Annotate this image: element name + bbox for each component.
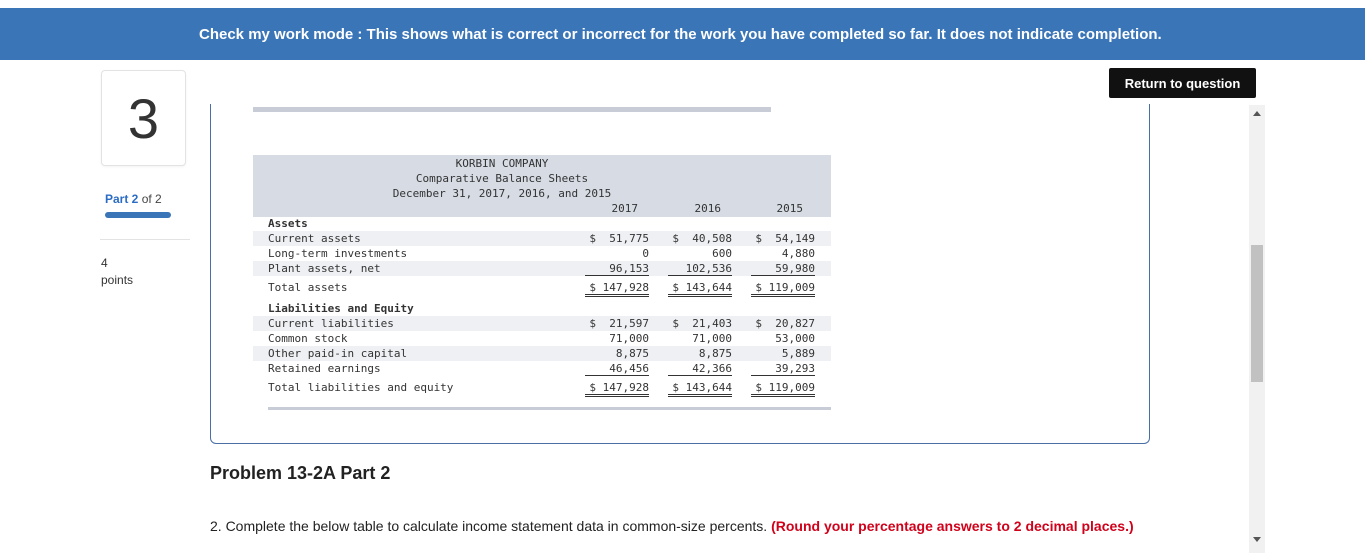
table-row: Retained earnings 46,456 42,366 39,293 [253,361,831,376]
year-header: 2015 [776,202,804,215]
table-row: Total liabilities and equity $ 147,928 $… [253,380,831,397]
table-row: Long-term investments 0 600 4,880 [253,246,831,261]
table-row: Other paid-in capital 8,875 8,875 5,889 [253,346,831,361]
cell-value: 46,456 [585,362,649,376]
problem-instruction: 2. Complete the below table to calculate… [210,517,1150,535]
table-row: Liabilities and Equity [253,301,831,316]
instruction-text: 2. Complete the below table to calculate… [210,518,768,534]
part-of: of 2 [141,192,162,206]
row-label: Total liabilities and equity [268,381,454,394]
cell-value: $ 119,009 [751,381,815,397]
table-row: Total assets $ 147,928 $ 143,644 $ 119,0… [253,280,831,297]
points-label: points [101,273,134,287]
table-bottom-rule [268,407,831,410]
cell-value: $ 147,928 [585,281,649,297]
row-label: Retained earnings [268,362,381,375]
row-label: Total assets [268,281,348,294]
question-number: 3 [127,86,160,150]
cell-value: 53,000 [775,332,815,345]
cell-value: 39,293 [751,362,815,376]
table-row: Current liabilities $ 21,597 $ 21,403 $ … [253,316,831,331]
cell-value: 4,880 [781,247,815,260]
cell-value: 600 [712,247,732,260]
year-header: 2016 [694,202,722,215]
row-label: Plant assets, net [268,262,381,275]
cell-value: 71,000 [609,332,649,345]
cell-value: $ 54,149 [755,232,815,245]
year-header: 2017 [611,202,639,215]
cell-value: $ 40,508 [672,232,732,245]
rounding-note: (Round your percentage answers to 2 deci… [771,518,1134,534]
check-my-work-banner: Check my work mode : This shows what is … [0,8,1365,60]
part-label: Part 2 [105,192,139,206]
statement-date: December 31, 2017, 2016, and 2015 [392,187,612,200]
scrollbar-thumb[interactable] [1251,245,1263,382]
cell-value: 5,889 [781,347,815,360]
banner-text: Check my work mode : This shows what is … [199,25,1162,43]
company-name: KORBIN COMPANY [455,157,549,170]
cell-value: 102,536 [668,262,732,276]
row-label: Current assets [268,232,361,245]
row-label: Liabilities and Equity [268,302,414,315]
row-label: Assets [268,217,308,230]
table-row: Current assets $ 51,775 $ 40,508 $ 54,14… [253,231,831,246]
cell-value: 8,875 [615,347,649,360]
statement-title: Comparative Balance Sheets [415,172,589,185]
row-label: Other paid-in capital [268,347,408,360]
row-label: Long-term investments [268,247,408,260]
sidebar-divider [100,239,190,240]
table-row: Common stock 71,000 71,000 53,000 [253,331,831,346]
cell-value: 8,875 [698,347,732,360]
cell-value: $ 147,928 [585,381,649,397]
problem-title: Problem 13-2A Part 2 [210,463,391,483]
scroll-down-arrow-icon[interactable] [1253,537,1261,542]
cell-value: $ 20,827 [755,317,815,330]
cell-value: 59,980 [751,262,815,276]
cell-value: $ 51,775 [589,232,649,245]
cell-value: $ 143,644 [668,381,732,397]
cell-value: $ 143,644 [668,281,732,297]
cell-value: 0 [642,247,649,260]
question-content-frame [210,104,1150,444]
part-indicator: Part 2 of 2 [105,192,162,206]
scroll-up-arrow-icon[interactable] [1253,111,1261,116]
points-value: 4 [101,256,108,270]
return-to-question-button[interactable]: Return to question [1109,68,1256,98]
cell-value: 71,000 [692,332,732,345]
cell-value: $ 21,597 [589,317,649,330]
row-label: Common stock [268,332,348,345]
part-progress-bar [105,212,171,218]
cell-value: 96,153 [585,262,649,276]
table-row: Assets [253,216,831,231]
balance-sheet-table: KORBIN COMPANY Comparative Balance Sheet… [253,155,831,411]
row-label: Current liabilities [268,317,394,330]
page-scrollbar[interactable] [1249,105,1265,553]
cell-value: $ 21,403 [672,317,732,330]
cell-value: $ 119,009 [751,281,815,297]
table-row: Plant assets, net 96,153 102,536 59,980 [253,261,831,276]
balance-sheet-header: KORBIN COMPANY Comparative Balance Sheet… [253,155,831,217]
question-number-card: 3 [101,70,186,166]
content-top-bar [253,107,771,112]
cell-value: 42,366 [668,362,732,376]
